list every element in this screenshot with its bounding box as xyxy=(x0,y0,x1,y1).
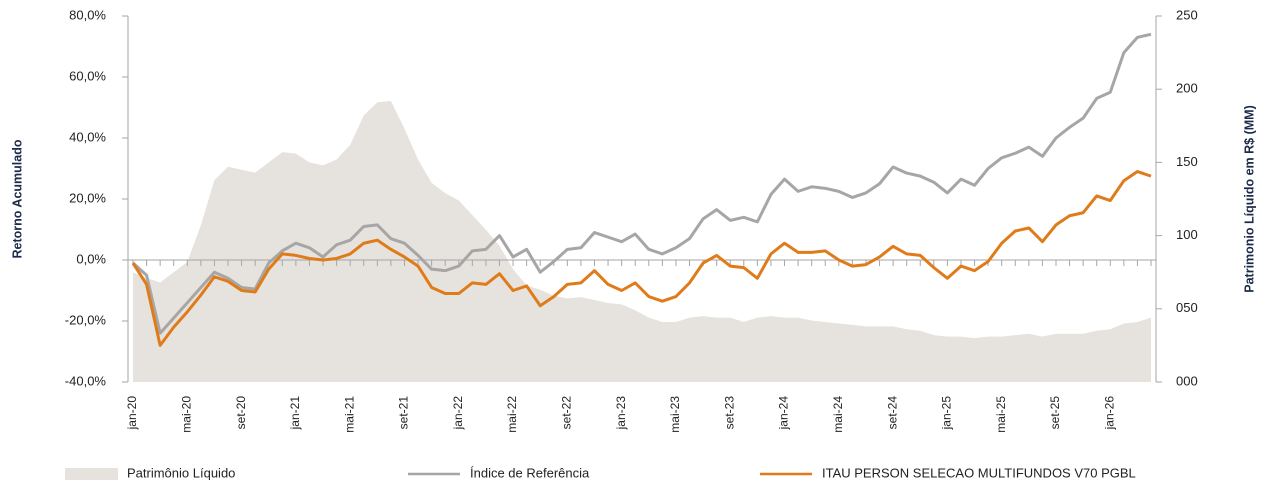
x-tick-label: jan-26 xyxy=(1102,396,1116,431)
legend-swatch xyxy=(65,468,118,480)
area xyxy=(133,100,1151,383)
x-tick-label: mai-23 xyxy=(668,396,682,433)
y-tick-label: -20,0% xyxy=(65,312,107,327)
x-tick-label: set-23 xyxy=(722,396,736,430)
x-tick-label: jan-25 xyxy=(940,396,954,431)
x-tick-label: set-24 xyxy=(885,396,899,430)
y2-tick-label: 000 xyxy=(1176,373,1198,388)
y2-tick-label: 050 xyxy=(1176,300,1198,315)
x-tick-label: mai-20 xyxy=(179,396,193,433)
x-tick-label: jan-24 xyxy=(777,396,791,431)
y2-tick-label: 250 xyxy=(1176,7,1198,22)
legend-label: Índice de Referência xyxy=(470,465,590,480)
y-tick-label: -40,0% xyxy=(65,373,107,388)
y-tick-label: 0,0% xyxy=(76,251,106,266)
x-tick-label: jan-23 xyxy=(614,396,628,431)
x-tick-label: set-22 xyxy=(560,396,574,430)
line xyxy=(131,170,1152,347)
x-tick-label: mai-22 xyxy=(505,396,519,433)
x-tick-label: set-21 xyxy=(397,396,411,430)
y-tick-label: 60,0% xyxy=(69,68,106,83)
y-tick-label: 20,0% xyxy=(69,190,106,205)
line xyxy=(131,32,1152,335)
y-tick-label: 80,0% xyxy=(69,7,106,22)
y-axis-title: Retorno Acumulado xyxy=(10,139,24,258)
x-tick-label: set-25 xyxy=(1048,396,1062,430)
legend-label: ITAU PERSON SELECAO MULTIFUNDOS V70 PGBL xyxy=(822,465,1136,480)
x-tick-label: mai-24 xyxy=(831,396,845,433)
y2-tick-label: 150 xyxy=(1176,154,1198,169)
y-tick-label: 40,0% xyxy=(69,129,106,144)
y2-tick-label: 200 xyxy=(1176,81,1198,96)
x-tick-label: set-20 xyxy=(234,396,248,430)
y2-axis-title: Patrimonio Líquido em R$ (MM) xyxy=(1242,105,1256,293)
x-tick-label: mai-21 xyxy=(342,396,356,433)
y2-tick-label: 100 xyxy=(1176,227,1198,242)
x-tick-label: jan-20 xyxy=(125,396,139,431)
x-tick-label: mai-25 xyxy=(994,396,1008,433)
x-tick-label: jan-21 xyxy=(288,396,302,431)
legend-label: Patrimônio Líquido xyxy=(127,465,235,480)
x-tick-label: jan-22 xyxy=(451,396,465,431)
